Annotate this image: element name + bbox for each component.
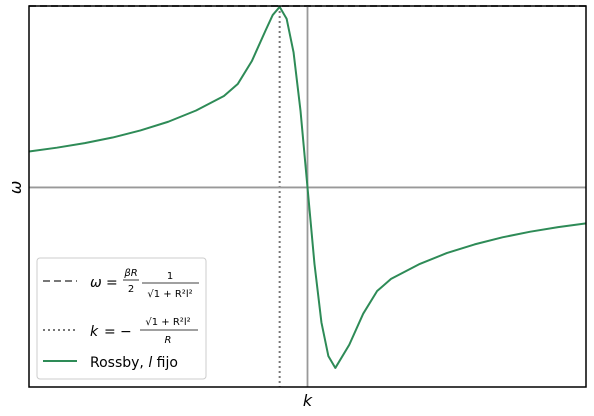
legend-label-frac-num-2: √1 + R²l² [145, 317, 190, 328]
x-axis-label: k [303, 391, 313, 410]
axis-labels: k ω [6, 181, 313, 410]
legend-label-rossby: Rossby, l fijo [90, 355, 178, 371]
legend-label-frac-den-2: R [165, 335, 172, 346]
series-line-rossby [28, 5, 587, 369]
legend-label-den: 2 [128, 284, 134, 295]
legend-label-frac-num: 1 [167, 271, 173, 282]
legend-label-omega: ω [90, 275, 102, 291]
legend-entry-k-max: k = − √1 + R²l² R [43, 317, 198, 346]
plot-frame [28, 5, 587, 388]
legend-label-k: k [90, 324, 99, 340]
legend-label-minus: − [120, 324, 132, 340]
series-layer [28, 5, 587, 369]
legend-entry-omega-max: ω = βR 2 1 √1 + R²l² [43, 268, 199, 300]
legend-box [36, 257, 207, 380]
legend-label-eq-2: = [104, 324, 116, 340]
legend-entry-rossby: Rossby, l fijo [43, 355, 178, 371]
legend-label-num: βR [123, 268, 137, 279]
y-axis-label: ω [6, 181, 25, 194]
legend-label-eq: = [106, 275, 118, 291]
legend-label-frac-den: √1 + R²l² [147, 289, 192, 300]
legend: ω = βR 2 1 √1 + R²l² k = − √1 + R²l² R R… [36, 257, 207, 380]
